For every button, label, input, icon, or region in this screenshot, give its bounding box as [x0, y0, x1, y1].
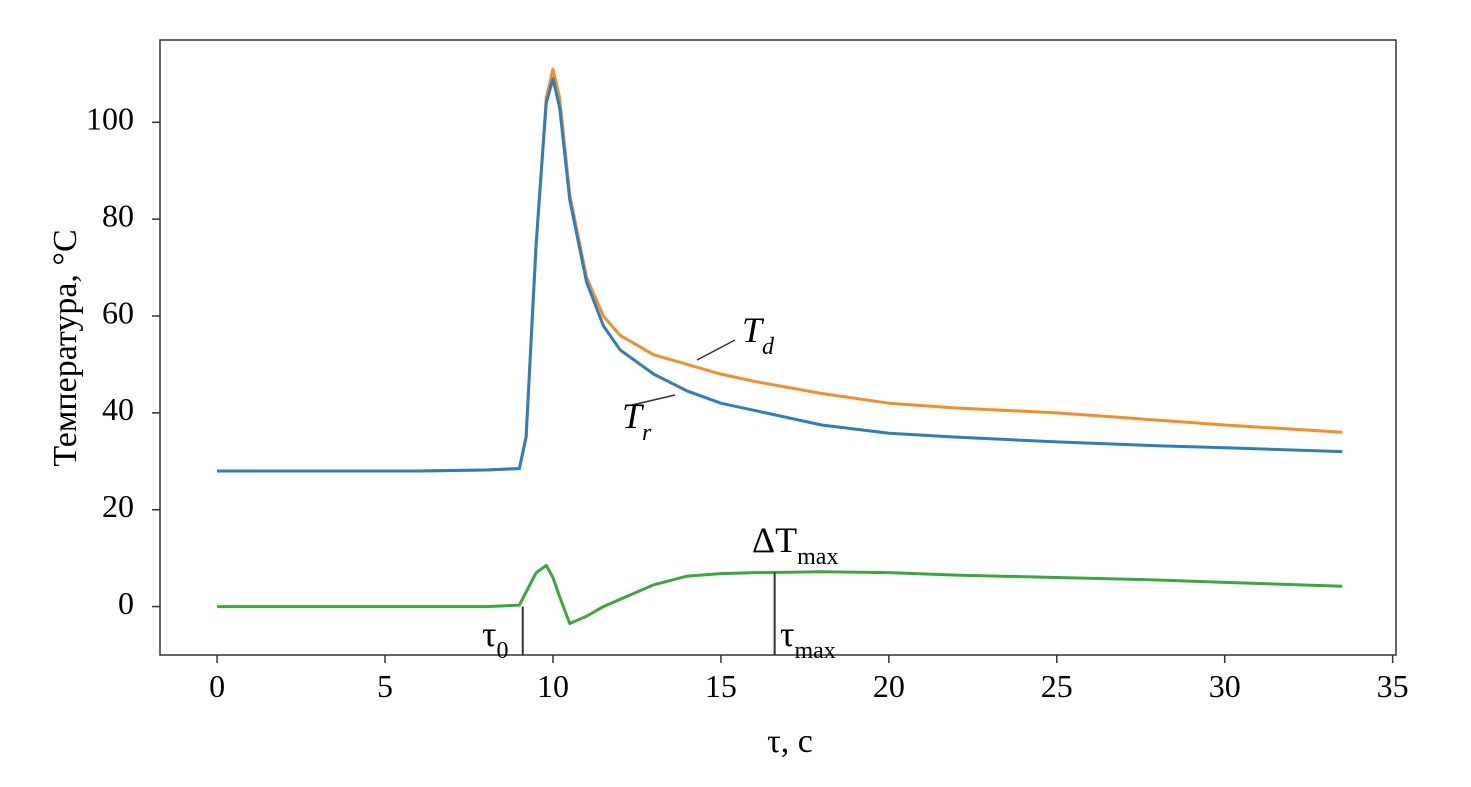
annotation: τmax — [780, 614, 836, 664]
annotation-main: ΔT — [752, 520, 797, 560]
y-axis-label: Температура, °C — [47, 229, 84, 466]
label-leader — [631, 394, 676, 406]
annotation: Tr — [622, 396, 652, 446]
y-tick-label: 0 — [118, 585, 134, 621]
annotation: τ0 — [482, 614, 508, 664]
annotation-sub: d — [762, 334, 775, 360]
series-line — [217, 77, 1343, 473]
y-tick-label: 80 — [102, 198, 134, 234]
annotation-sub: max — [797, 544, 838, 570]
series-line — [217, 563, 1343, 626]
x-tick-label: 15 — [705, 668, 737, 704]
x-tick-label: 10 — [537, 668, 569, 704]
y-tick-label: 60 — [102, 294, 134, 330]
annotation-sub: r — [642, 420, 652, 446]
y-tick-label: 100 — [86, 101, 134, 137]
annotation: Td — [742, 310, 775, 360]
annotation-main: τ — [780, 614, 794, 654]
annotation-main: T — [622, 396, 645, 436]
x-tick-label: 35 — [1377, 668, 1409, 704]
label-leader — [696, 339, 736, 361]
y-tick-label: 40 — [102, 391, 134, 427]
x-tick-label: 30 — [1209, 668, 1241, 704]
x-tick-label: 5 — [377, 668, 393, 704]
annotation-main: T — [742, 310, 765, 350]
annotation-sub: 0 — [496, 638, 508, 664]
x-axis-label: τ, с — [767, 723, 813, 760]
x-tick-label: 0 — [209, 668, 225, 704]
annotation-sub: max — [794, 638, 835, 664]
plot-frame — [159, 39, 1397, 656]
series-line — [217, 67, 1343, 473]
annotation: ΔTmax — [752, 520, 838, 570]
x-tick-label: 20 — [873, 668, 905, 704]
x-tick-label: 25 — [1041, 668, 1073, 704]
y-tick-label: 20 — [102, 488, 134, 524]
annotation-main: τ — [482, 614, 496, 654]
